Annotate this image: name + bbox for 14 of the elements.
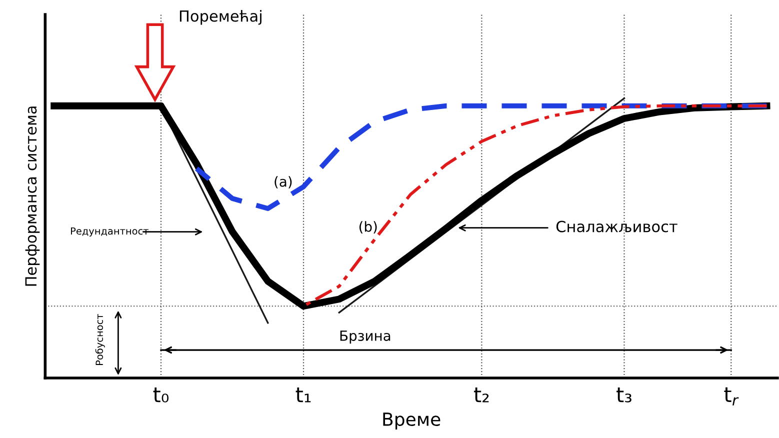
annotation: (a) xyxy=(274,176,292,188)
x-tick-label: t₁ xyxy=(296,388,311,402)
x-tick-label: t$_{r}$ xyxy=(724,387,739,406)
annotation: Брзина xyxy=(340,330,390,344)
annotation: Робусност xyxy=(95,314,105,365)
x-tick-label: t₀ xyxy=(153,388,169,402)
annotation: Редундантност xyxy=(71,227,148,237)
x-axis-title: Време xyxy=(383,412,440,430)
annotation: Сналажљивост xyxy=(556,220,678,232)
annotation: (b) xyxy=(359,221,377,234)
y-axis-title: Перформанса система xyxy=(25,106,40,286)
x-tick-label: t₃ xyxy=(616,388,632,402)
text: Поремећај xyxy=(180,10,262,25)
x-tick-label: t₂ xyxy=(474,388,489,402)
